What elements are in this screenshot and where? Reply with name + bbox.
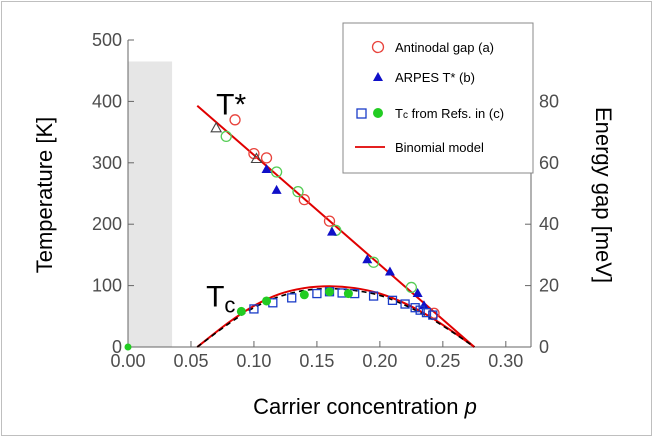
y2-tick-label: 40 bbox=[539, 214, 559, 234]
legend-label: Binomial model bbox=[395, 140, 484, 155]
point-filled-circle bbox=[236, 306, 246, 316]
point-filled-triangle bbox=[384, 266, 395, 276]
tc-annotation: Tc bbox=[206, 281, 235, 318]
x-axis-title-text: Carrier concentration bbox=[253, 394, 465, 419]
point-filled-circle bbox=[124, 343, 132, 351]
x-tick-label: 0.20 bbox=[362, 351, 397, 371]
y-tick-label: 0 bbox=[112, 337, 122, 357]
point-open-circle bbox=[270, 166, 283, 178]
y2-tick-label: 20 bbox=[539, 276, 559, 296]
legend-item-tc: Tc from Refs. in (c) bbox=[356, 106, 504, 121]
series-dome-curve bbox=[196, 285, 475, 348]
y-tick-label: 100 bbox=[92, 276, 122, 296]
point-open-circle bbox=[220, 130, 232, 143]
y2-tick-label: 80 bbox=[539, 91, 559, 111]
tick-labels: 0.00 0.05 0.10 0.15 0.20 0.25 0.30010020030040… bbox=[92, 30, 559, 371]
point-open-square bbox=[249, 304, 259, 314]
y-tick-label: 400 bbox=[92, 91, 122, 111]
legend-marker-filled-triangle bbox=[373, 72, 383, 81]
tc-annotation-sub: c bbox=[224, 293, 235, 318]
point-open-circle bbox=[260, 152, 273, 164]
legend-marker-open-square bbox=[356, 108, 367, 119]
x-axis-title: Carrier concentration p bbox=[253, 394, 477, 419]
point-filled-triangle bbox=[327, 226, 338, 236]
legend-box bbox=[342, 22, 534, 174]
x-tick-label: 0.30 bbox=[488, 351, 523, 371]
y-tick-label: 500 bbox=[92, 30, 122, 50]
point-open-circle bbox=[229, 114, 241, 126]
point-filled-circle bbox=[299, 290, 309, 300]
x-tick-label: 0.25 bbox=[425, 351, 460, 371]
legend-label: Tc from Refs. in (c) bbox=[395, 106, 504, 121]
point-filled-triangle bbox=[261, 163, 272, 173]
point-filled-triangle bbox=[271, 184, 282, 194]
point-filled-circle bbox=[262, 296, 272, 306]
point-filled-triangle bbox=[418, 300, 429, 310]
x-tick-label: 0.00 bbox=[110, 351, 145, 371]
point-open-square bbox=[312, 288, 322, 299]
point-filled-triangle bbox=[362, 254, 373, 264]
point-open-square bbox=[428, 310, 438, 320]
legend-item-binomial: Binomial model bbox=[355, 140, 484, 155]
legend-label-main: T bbox=[395, 106, 403, 121]
y2-tick-label: 60 bbox=[539, 153, 559, 173]
legend-label-sub: c bbox=[403, 110, 408, 121]
point-filled-circle bbox=[325, 287, 334, 297]
x-tick-label: 0.10 bbox=[236, 351, 271, 371]
point-open-square bbox=[415, 305, 425, 315]
legend-marker-open-circle bbox=[371, 40, 385, 54]
y-tick-label: 300 bbox=[92, 153, 122, 173]
legend-label: ARPES T* (b) bbox=[395, 70, 475, 85]
point-open-square bbox=[421, 307, 432, 318]
point-open-square bbox=[387, 295, 398, 305]
point-open-circle bbox=[323, 215, 336, 227]
x-axis-title-var: p bbox=[464, 394, 477, 419]
y2-tick-label: 0 bbox=[539, 337, 549, 357]
legend-label: Antinodal gap (a) bbox=[395, 40, 494, 55]
tstar-annotation: T* bbox=[216, 88, 246, 121]
y-tick-label: 200 bbox=[92, 214, 122, 234]
point-open-square bbox=[400, 299, 410, 309]
point-filled-triangle bbox=[412, 287, 423, 297]
series-tstar-line bbox=[196, 104, 475, 348]
legend-label-rest: from Refs. in (c) bbox=[408, 106, 504, 121]
point-open-square bbox=[368, 291, 379, 301]
legend-item-arpes: ARPES T* (b) bbox=[373, 70, 475, 85]
data-points bbox=[124, 114, 440, 351]
x-tick-label: 0.05 bbox=[173, 351, 208, 371]
point-open-triangle bbox=[250, 152, 263, 164]
x-tick-label: 0.15 bbox=[299, 351, 334, 371]
point-open-circle bbox=[405, 281, 418, 294]
point-open-circle bbox=[292, 186, 304, 198]
point-open-square bbox=[410, 303, 420, 313]
y-axis-title: Temperature [K] bbox=[32, 117, 57, 274]
legend-item-antinodal: Antinodal gap (a) bbox=[371, 40, 494, 55]
point-filled-circle bbox=[343, 289, 353, 299]
legend-marker-filled-circle bbox=[373, 108, 383, 118]
point-open-triangle bbox=[210, 121, 223, 133]
y2-axis-title: Energy gap [meV] bbox=[591, 107, 616, 283]
legend: Antinodal gap (a) ARPES T* (b) Tc from R… bbox=[342, 22, 534, 174]
tc-annotation-main: T bbox=[206, 281, 224, 314]
point-open-circle bbox=[298, 193, 310, 206]
point-open-square bbox=[287, 293, 297, 303]
shaded-region bbox=[128, 61, 173, 348]
